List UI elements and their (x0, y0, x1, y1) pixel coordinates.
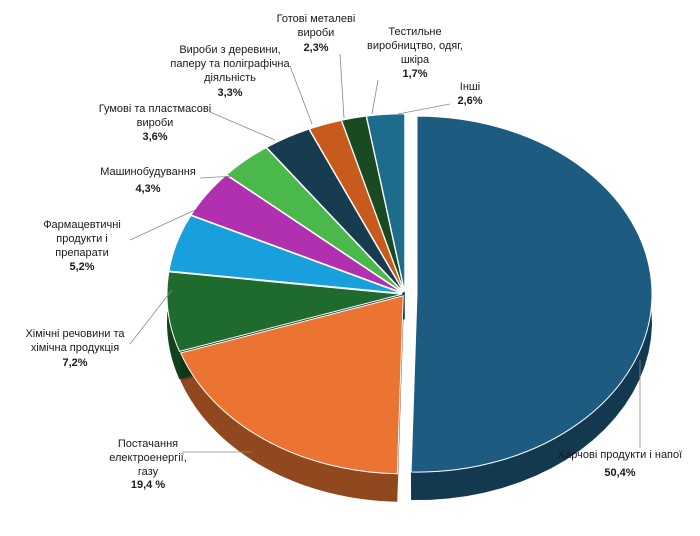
slice-1 (179, 295, 404, 475)
leader-line-3 (129, 209, 196, 241)
leader-line-8 (371, 79, 379, 115)
slice-label-5: Гумові та пластмасові вироби (99, 103, 211, 129)
slice-label-0: Харчові продукти і напої (558, 449, 682, 461)
slice-value-4: 4,3% (135, 183, 160, 195)
leader-line-5 (209, 111, 276, 141)
slice-label-9: Інші (460, 81, 480, 93)
leader-line-7 (339, 53, 345, 119)
leader-line-2 (129, 289, 173, 345)
slice-4 (190, 174, 403, 294)
slice-label-8: Тестильне виробництво, одяг, шкіра (367, 26, 463, 66)
slice-value-6: 3,3% (217, 87, 242, 99)
slice-0 (410, 115, 653, 473)
leader-line-6 (289, 65, 313, 125)
slice-value-3: 5,2% (69, 261, 94, 273)
slice-2 (166, 271, 403, 352)
slice-value-2: 7,2% (62, 357, 87, 369)
slice-value-5: 3,6% (142, 131, 167, 143)
slice-value-0: 50,4% (604, 467, 635, 479)
leader-line-9 (397, 103, 451, 115)
slice-label-3: Фармацевтичні продукти і препарати (43, 219, 121, 259)
slice-value-9: 2,6% (457, 95, 482, 107)
slice-label-1: Постачання електроенергії, газу (109, 438, 187, 478)
leader-lines (129, 53, 641, 453)
slice-side-2 (167, 271, 180, 380)
slice-value-8: 1,7% (402, 68, 427, 80)
slice-tops (166, 113, 653, 475)
slice-9 (365, 113, 406, 292)
slice-side-1 (180, 352, 398, 502)
slice-3 (168, 214, 403, 294)
slice-label-6: Вироби з деревини, паперу та поліграфічна… (170, 44, 290, 84)
slice-label-7: Готові металеві вироби (277, 13, 356, 39)
slice-label-2: Хімічні речовини та хімічна продукція (25, 328, 125, 354)
slice-6 (265, 128, 404, 293)
slice-value-7: 2,3% (303, 42, 328, 54)
data-labels: Харчові продукти і напої 50,4% Постачання е… (25, 13, 682, 491)
slice-5 (225, 147, 404, 293)
leader-line-4 (199, 175, 237, 179)
slice-value-1: 19,4 % (131, 479, 165, 491)
slice-label-4: Машинобудування (100, 166, 196, 178)
